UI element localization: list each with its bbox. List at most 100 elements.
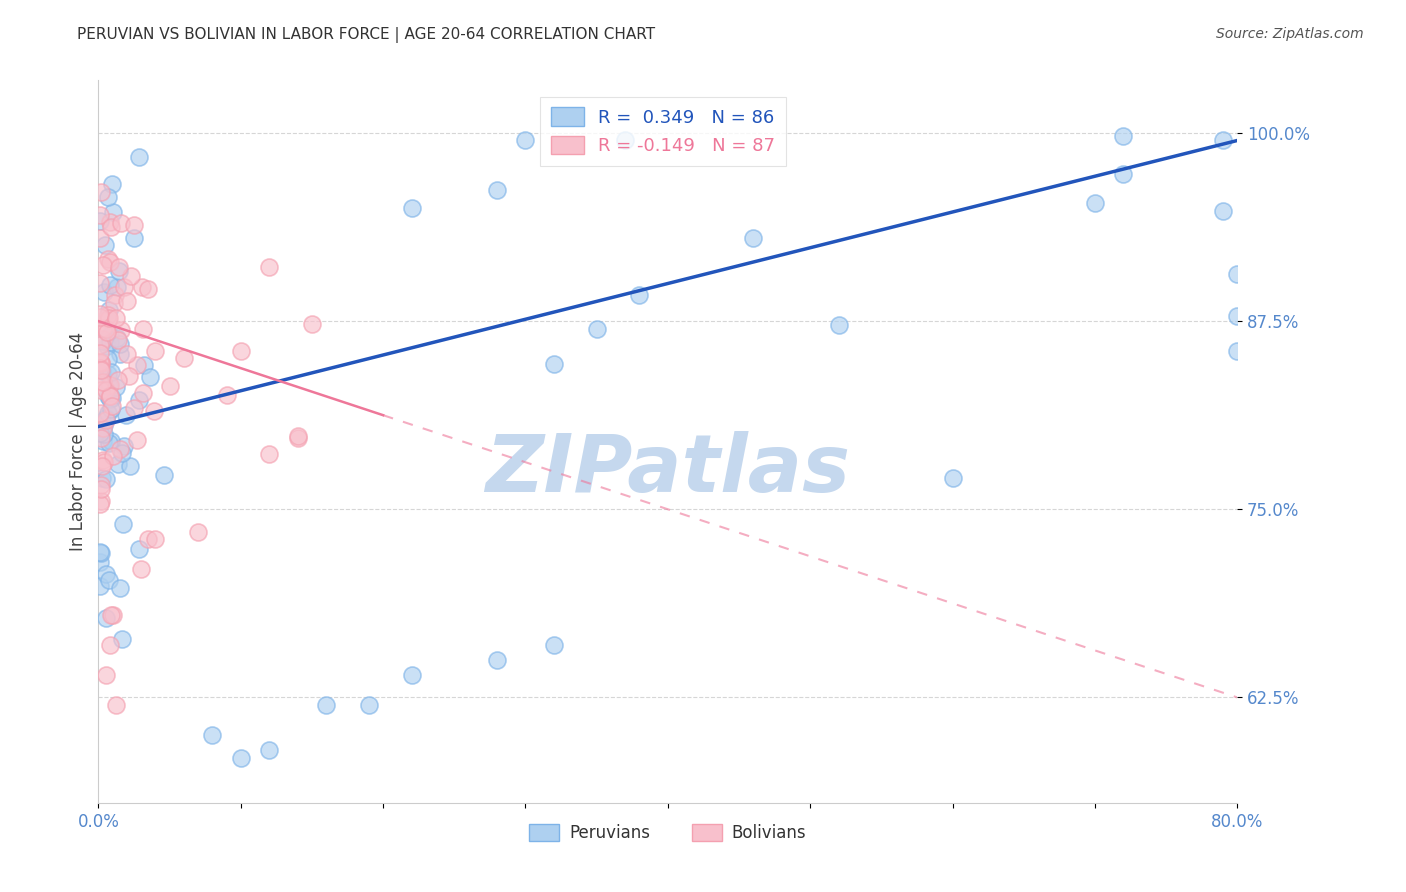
Point [90,364,112,378]
Point [103,296,125,310]
Point [486,183,509,197]
Point [1226,344,1249,359]
Point [94,413,117,427]
Point [115,347,138,361]
Point [101,204,124,219]
Point [828,318,851,333]
Point [301,317,323,331]
Point [128,150,150,164]
Point [129,562,152,576]
Point [1084,195,1107,210]
Point [94,322,117,336]
Point [357,698,380,712]
Point [98,638,121,652]
Point [104,311,127,326]
Point [229,750,252,764]
Point [107,457,129,471]
Point [315,698,337,712]
Point [287,430,309,444]
Point [91,471,114,485]
Point [107,264,129,278]
Point [1112,167,1135,181]
Point [90,546,112,560]
Point [110,217,132,231]
Point [742,231,765,245]
Point [104,380,127,394]
Point [96,351,118,366]
Point [91,420,114,434]
Point [97,388,120,402]
Point [97,303,120,318]
Point [97,379,120,393]
Point [515,133,537,147]
Point [89,421,111,435]
Point [1212,204,1234,219]
Point [91,320,114,334]
Point [89,208,111,222]
Point [101,607,124,622]
Point [93,258,115,272]
Point [91,332,114,346]
Point [90,494,112,508]
Point [132,386,155,401]
Point [91,434,114,448]
Point [115,408,138,422]
Point [201,728,224,742]
Point [90,383,112,397]
Point [89,375,111,389]
Point [100,401,122,416]
Point [98,389,121,403]
Point [543,638,565,652]
Point [90,356,112,370]
Point [108,337,131,351]
Point [1226,309,1249,323]
Point [107,373,129,387]
Point [94,411,117,425]
Point [90,356,112,370]
Point [110,323,132,337]
Point [93,455,115,469]
Point [96,339,118,353]
Point [98,436,121,450]
Point [259,743,281,757]
Point [89,355,111,369]
Point [125,358,148,372]
Point [97,308,120,322]
Point [105,331,128,345]
Point [118,459,141,474]
Point [108,260,131,274]
Point [131,280,153,294]
Point [98,335,121,350]
Point [108,442,131,456]
Point [110,446,132,460]
Point [585,321,607,335]
Point [100,389,122,403]
Point [111,632,134,647]
Point [614,133,637,147]
Point [97,190,120,204]
Point [142,403,165,417]
Point [89,310,111,324]
Point [128,541,150,556]
Point [101,177,124,191]
Point [122,231,145,245]
Point [107,333,129,347]
Point [628,288,651,302]
Point [152,468,174,483]
Point [90,432,112,446]
Point [120,268,142,283]
Point [401,201,423,215]
Text: PERUVIAN VS BOLIVIAN IN LABOR FORCE | AGE 20-64 CORRELATION CHART: PERUVIAN VS BOLIVIAN IN LABOR FORCE | AG… [77,27,655,43]
Point [93,427,115,442]
Point [136,533,159,547]
Point [173,351,195,365]
Point [97,252,120,267]
Point [98,392,121,406]
Point [98,278,121,293]
Point [112,439,135,453]
Point [89,555,111,569]
Point [259,447,281,461]
Point [91,334,114,348]
Point [89,497,111,511]
Y-axis label: In Labor Force | Age 20-64: In Labor Force | Age 20-64 [69,332,87,551]
